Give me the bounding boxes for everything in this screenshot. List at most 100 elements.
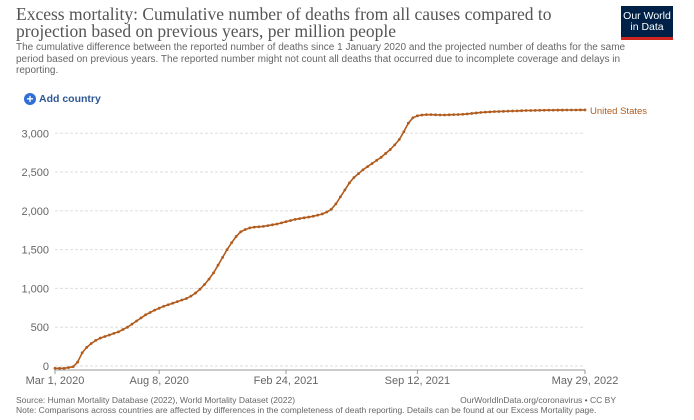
y-tick-label: 2,000: [21, 206, 49, 218]
data-point: [157, 306, 161, 310]
data-point: [221, 255, 225, 259]
y-tick-label: 0: [43, 361, 49, 373]
data-point: [261, 224, 265, 228]
data-point: [243, 228, 247, 231]
data-point: [366, 165, 369, 169]
footnote: Note: Comparisons across countries are a…: [16, 405, 597, 415]
data-point: [271, 223, 274, 227]
data-point: [515, 109, 519, 113]
data-point: [112, 332, 116, 335]
data-point: [348, 181, 351, 185]
data-point: [320, 212, 324, 216]
data-point: [352, 176, 356, 179]
data-point: [511, 109, 514, 113]
source-link[interactable]: OurWorldInData.org/coronavirus • CC BY: [460, 395, 616, 405]
data-point: [266, 224, 270, 227]
data-point: [406, 121, 410, 125]
data-point: [434, 113, 437, 117]
data-point: [284, 220, 288, 224]
data-point: [148, 311, 152, 314]
x-tick-label: May 29, 2022: [552, 375, 619, 387]
data-point: [257, 225, 261, 229]
y-tick-label: 2,500: [21, 167, 49, 179]
x-tick-label: Mar 1, 2020: [26, 375, 85, 387]
data-point: [488, 110, 492, 114]
data-point: [415, 114, 419, 118]
data-point: [570, 108, 573, 112]
data-point: [579, 108, 582, 112]
chart-title: Excess mortality: Cumulative number of d…: [16, 4, 552, 41]
data-point: [411, 116, 415, 120]
data-point: [198, 287, 202, 291]
data-point: [547, 108, 551, 112]
data-point: [126, 325, 129, 329]
y-tick-label: 500: [31, 322, 49, 334]
data-point: [551, 108, 555, 112]
data-point: [67, 366, 70, 369]
data-point: [538, 108, 542, 112]
add-country-button[interactable]: + Add country: [24, 93, 101, 105]
data-point: [556, 108, 560, 112]
data-point: [53, 366, 57, 370]
data-point: [379, 155, 383, 159]
series-line-united-states: [55, 109, 585, 370]
data-point: [71, 365, 75, 369]
data-point: [280, 221, 283, 225]
data-point: [560, 108, 564, 112]
data-point: [248, 226, 252, 230]
data-point: [239, 230, 243, 234]
data-point: [135, 319, 138, 323]
data-point: [144, 313, 147, 317]
data-point: [166, 303, 170, 307]
data-point: [98, 336, 102, 340]
x-tick-label: Feb 24, 2021: [254, 375, 319, 387]
data-point: [80, 351, 84, 355]
source-text: Source: Human Mortality Database (2022),…: [16, 395, 296, 405]
data-point: [388, 148, 392, 151]
data-point: [298, 217, 302, 221]
data-point: [62, 366, 66, 370]
data-point: [316, 213, 320, 217]
data-point: [583, 108, 587, 112]
data-point: [384, 152, 388, 155]
data-point: [89, 342, 93, 345]
owid-logo[interactable]: Our World in Data: [621, 6, 673, 40]
data-point: [207, 277, 211, 281]
data-point: [216, 263, 220, 267]
data-point: [502, 109, 505, 113]
data-point: [180, 298, 184, 302]
data-point: [307, 215, 311, 219]
plus-circle-icon: +: [24, 93, 36, 105]
data-point: [452, 113, 456, 117]
data-point: [325, 210, 329, 214]
data-point: [397, 138, 401, 141]
data-point: [524, 109, 528, 112]
data-point: [302, 216, 306, 220]
data-point: [493, 110, 496, 114]
data-point: [574, 108, 578, 112]
data-point: [529, 109, 533, 112]
data-point: [520, 109, 523, 113]
data-point: [470, 112, 474, 115]
data-point: [361, 168, 365, 172]
data-point: [456, 113, 460, 116]
data-point: [275, 222, 279, 226]
data-point: [252, 225, 256, 229]
data-point: [465, 112, 469, 116]
data-point: [474, 111, 478, 115]
data-point: [194, 291, 197, 295]
data-point: [479, 111, 483, 114]
data-point: [438, 113, 442, 117]
data-point: [130, 322, 134, 326]
data-point: [357, 172, 360, 176]
add-country-label: Add country: [39, 93, 101, 105]
series-label-united-states: United States: [590, 106, 647, 117]
data-point: [338, 195, 342, 199]
y-tick-label: 1,000: [21, 283, 49, 295]
data-point: [461, 112, 465, 116]
data-point: [175, 300, 179, 304]
data-point: [230, 241, 234, 245]
data-point: [393, 143, 397, 147]
data-point: [225, 248, 229, 252]
